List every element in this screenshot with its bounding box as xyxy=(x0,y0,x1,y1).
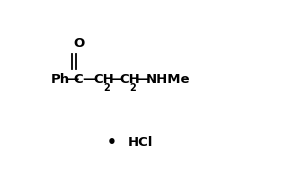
Text: CH: CH xyxy=(93,73,114,86)
Text: •: • xyxy=(107,135,117,150)
Text: Ph: Ph xyxy=(51,73,70,86)
Text: O: O xyxy=(74,37,85,50)
Text: 2: 2 xyxy=(103,83,110,93)
Text: —: — xyxy=(83,73,96,86)
Text: NHMe: NHMe xyxy=(146,73,191,86)
Text: C: C xyxy=(74,73,83,86)
Text: HCl: HCl xyxy=(127,135,153,149)
Text: —: — xyxy=(135,73,149,86)
Text: 2: 2 xyxy=(130,83,136,93)
Text: —: — xyxy=(65,73,78,86)
Text: —: — xyxy=(109,73,122,86)
Text: CH: CH xyxy=(120,73,141,86)
